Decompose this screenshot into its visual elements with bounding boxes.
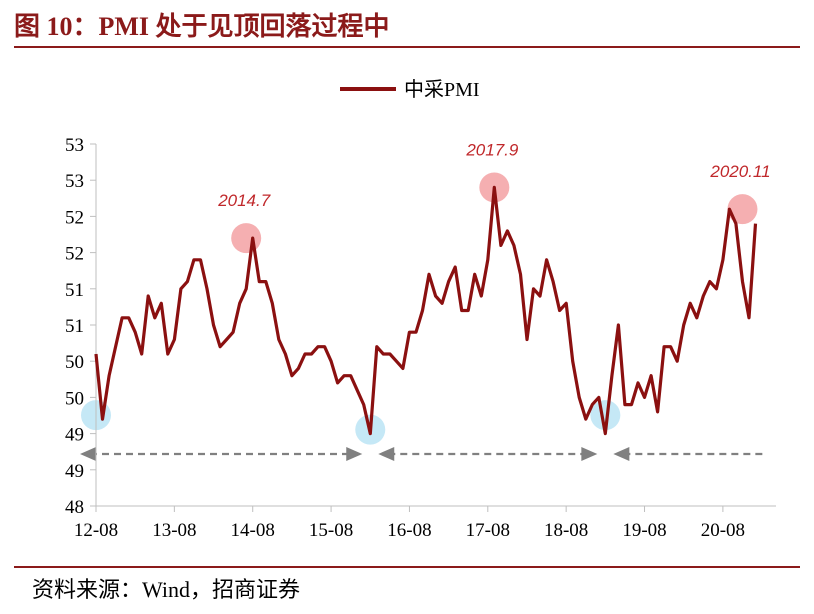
- x-tick-label: 19-08: [622, 520, 666, 541]
- cycle-arrow-head-left: [378, 447, 395, 461]
- source-rule: [14, 566, 800, 568]
- pmi-series-line: [94, 185, 758, 436]
- cycle-arrow-head-right: [581, 447, 598, 461]
- legend-label: 中采PMI: [404, 78, 480, 101]
- cycle-arrow-head-right: [346, 447, 363, 461]
- cycle-arrows: [80, 447, 766, 461]
- chart-series: [94, 185, 758, 436]
- x-tick-label: 17-08: [466, 520, 510, 541]
- y-tick-label: 50: [65, 352, 84, 373]
- figure-title: 图 10：PMI 处于见顶回落过程中: [14, 12, 390, 41]
- y-tick-label: 53: [65, 135, 84, 156]
- y-tick-label: 51: [65, 280, 84, 301]
- y-tick-label: 53: [65, 171, 84, 192]
- x-tick-label: 18-08: [544, 520, 588, 541]
- x-tick-label: 16-08: [387, 520, 431, 541]
- x-tick-label: 20-08: [701, 520, 745, 541]
- y-tick-label: 50: [65, 388, 84, 409]
- chart-legend: 中采PMI: [340, 78, 480, 101]
- source-note: 资料来源：Wind，招商证券: [32, 577, 300, 602]
- y-tick-label: 52: [65, 244, 84, 265]
- peak-marker: [727, 194, 758, 225]
- peak-marker: [231, 223, 262, 254]
- x-tick-label: 12-08: [74, 520, 118, 541]
- cycle-arrow-head-left: [613, 447, 630, 461]
- y-tick-label: 51: [65, 316, 84, 337]
- annotation-labels: 2014.7 2017.9 2020.11: [217, 140, 770, 210]
- peak-label: 2017.9: [465, 140, 519, 159]
- cycle-arrow-head-left: [80, 447, 96, 461]
- x-tick-label: 14-08: [231, 520, 275, 541]
- y-tick-label: 49: [65, 425, 84, 446]
- y-tick-label: 49: [65, 461, 84, 482]
- peak-label: 2020.11: [709, 162, 770, 181]
- x-tick-label: 13-08: [152, 520, 196, 541]
- x-tick-label: 15-08: [309, 520, 353, 541]
- trough-marker: [590, 400, 621, 431]
- y-tick-label: 52: [65, 207, 84, 228]
- title-rule: [14, 46, 800, 48]
- peak-label: 2014.7: [217, 191, 271, 210]
- y-tick-label: 48: [65, 497, 84, 518]
